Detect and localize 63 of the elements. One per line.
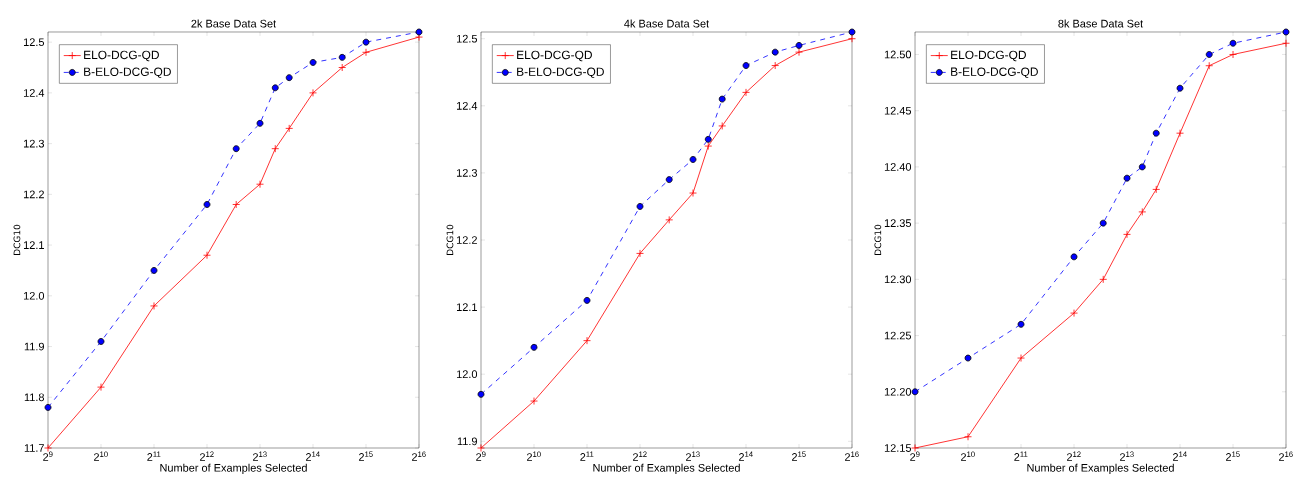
x-tick-label: 2$^{15}$ (358, 451, 373, 461)
x-tick-label: 2$^{9}$ (910, 451, 920, 461)
y-tick-label: 11.7 (24, 444, 44, 452)
legend-label: ELO-DCG-QD (517, 50, 592, 62)
x-tick-label: 2$^{11}$ (580, 451, 594, 461)
y-tick-label: 12.5 (23, 38, 45, 47)
x-tick-label: 2$^{10}$ (961, 451, 975, 461)
y-tick-label: 12.2 (23, 190, 44, 199)
y-tick-label: 12.0 (456, 370, 478, 379)
y-tick-label: 12.1 (456, 303, 477, 311)
y-tick-label: 12.15 (884, 444, 912, 452)
y-tick-label: 12.4 (23, 89, 45, 97)
legend-label: B-ELO-DCG-QD (951, 67, 1038, 79)
x-axis-title: Number of Examples Selected (160, 463, 307, 474)
y-tick-label: 12.30 (884, 275, 912, 284)
legend-label: B-ELO-DCG-QD (517, 67, 604, 79)
y-axis-title: DCG10 (874, 224, 882, 255)
x-tick-label: 2$^{15}$ (1226, 451, 1240, 461)
x-tick-label: 2$^{11}$ (147, 451, 161, 461)
x-axis-title: Number of Examples Selected (1027, 463, 1174, 474)
y-tick-label: 12.5 (456, 34, 478, 43)
y-tick-label: 12.4 (456, 101, 478, 110)
x-tick-label: 2$^{13}$ (685, 451, 700, 461)
y-tick-label: 12.25 (884, 331, 912, 340)
x-tick-label: 2$^{16}$ (844, 451, 859, 461)
chart-title: 8k Base Data Set (1058, 19, 1144, 28)
y-tick-label: 12.20 (884, 387, 912, 396)
y-tick-label: 12.2 (456, 236, 477, 244)
y-tick-label: 12.0 (23, 291, 45, 300)
x-tick-label: 2$^{16}$ (411, 451, 426, 461)
x-tick-label: 2$^{14}$ (738, 451, 753, 461)
x-tick-label: 2$^{13}$ (252, 451, 267, 461)
y-tick-label: 11.9 (457, 437, 477, 446)
y-axis-title: DCG10 (13, 224, 21, 255)
y-tick-label: 12.50 (884, 50, 912, 59)
x-tick-label: 2$^{14}$ (305, 451, 320, 461)
y-tick-label: 11.9 (24, 342, 44, 351)
x-tick-label: 2$^{15}$ (791, 451, 806, 461)
y-tick-label: 12.3 (23, 139, 44, 148)
legend-label: ELO-DCG-QD (951, 50, 1026, 62)
y-tick-label: 12.35 (884, 219, 912, 228)
x-tick-label: 2$^{10}$ (93, 451, 108, 461)
x-tick-label: 2$^{9}$ (43, 451, 53, 461)
x-tick-label: 2$^{10}$ (526, 451, 541, 461)
x-axis-title: Number of Examples Selected (593, 463, 740, 474)
y-axis-title: DCG10 (446, 224, 454, 255)
x-tick-label: 2$^{11}$ (1014, 451, 1028, 461)
chart-title: 4k Base Data Set (624, 19, 710, 28)
x-tick-label: 2$^{9}$ (476, 451, 486, 461)
legend-label: ELO-DCG-QD (84, 50, 159, 62)
y-tick-label: 12.45 (884, 106, 912, 115)
legend-label: B-ELO-DCG-QD (84, 67, 171, 79)
y-tick-label: 12.40 (884, 163, 912, 171)
y-tick-label: 11.8 (24, 393, 44, 402)
chart-title: 2k Base Data Set (191, 19, 277, 28)
x-tick-label: 2$^{12}$ (632, 451, 647, 461)
x-tick-label: 2$^{13}$ (1120, 451, 1134, 461)
y-tick-label: 12.3 (456, 169, 478, 177)
x-tick-label: 2$^{14}$ (1173, 451, 1187, 461)
y-tick-label: 12.1 (23, 241, 44, 249)
x-tick-label: 2$^{16}$ (1279, 451, 1293, 461)
x-tick-label: 2$^{12}$ (199, 451, 214, 461)
x-tick-label: 2$^{12}$ (1067, 451, 1081, 461)
